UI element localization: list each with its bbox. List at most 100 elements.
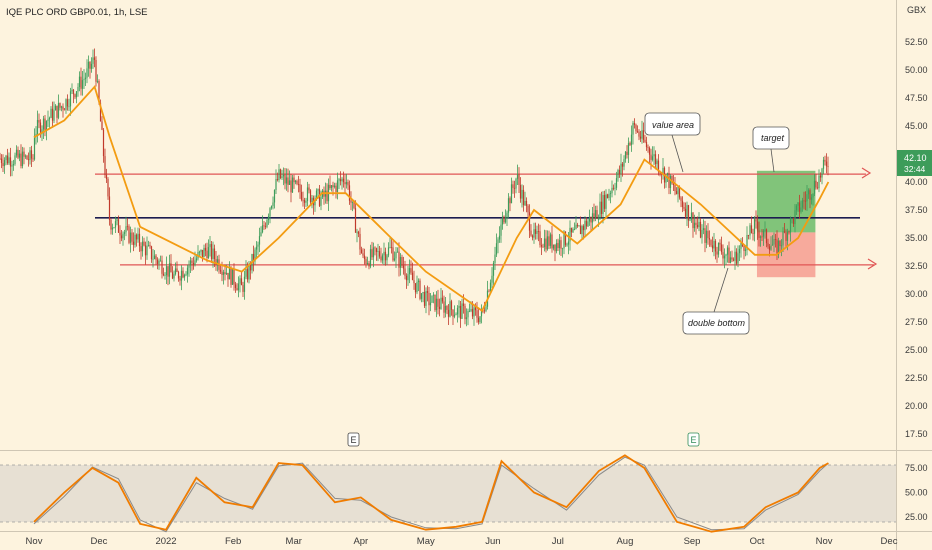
time-axis-label: Dec <box>90 536 107 547</box>
candle-body <box>680 197 682 201</box>
candle-body <box>747 235 750 236</box>
candle-body <box>765 229 768 244</box>
candle-body <box>329 184 331 188</box>
candle-body <box>687 205 690 221</box>
candle-body <box>740 243 742 249</box>
candle-body <box>66 99 69 107</box>
candle-body <box>371 249 373 258</box>
candle-body <box>479 316 481 323</box>
candle-body <box>36 119 39 134</box>
candle-body <box>387 247 390 256</box>
candle-body <box>44 118 46 131</box>
target-callout-pointer <box>770 148 775 173</box>
earnings-marker[interactable]: E <box>687 432 700 447</box>
candle-body <box>344 182 346 185</box>
candle-body <box>263 225 265 227</box>
candle-body <box>665 174 667 183</box>
candle-body <box>209 244 211 248</box>
candle-body <box>282 174 285 177</box>
candle-body <box>815 180 817 188</box>
candle-body <box>239 278 241 284</box>
candle-body <box>668 173 670 189</box>
candle-body <box>171 272 174 279</box>
candle-body <box>396 251 399 253</box>
candle-body <box>693 222 696 229</box>
candle-body <box>278 169 280 181</box>
candle-body <box>722 252 724 259</box>
time-axis-label: Apr <box>353 536 368 547</box>
candle-body <box>449 301 451 317</box>
candle-body <box>530 230 532 236</box>
candle-body <box>212 248 214 259</box>
time-axis-label: May <box>417 536 435 547</box>
candle-body <box>252 253 255 262</box>
candle-body <box>524 200 526 206</box>
candle-body <box>386 255 388 261</box>
candle-body <box>299 184 301 193</box>
double-bottom-callout[interactable]: double bottom <box>682 267 750 335</box>
price-tick-label: 32.50 <box>905 261 928 271</box>
candle-body <box>363 255 366 260</box>
candle-body <box>315 190 318 200</box>
candle-body <box>458 305 460 308</box>
candle-body <box>804 200 807 202</box>
candle-body <box>689 219 691 221</box>
candle-body <box>657 160 660 173</box>
candle-body <box>648 147 651 155</box>
candle-body <box>357 231 360 234</box>
candle-body <box>594 210 597 218</box>
candle-body <box>591 213 594 223</box>
time-axis-label: Oct <box>750 536 765 547</box>
candle-body <box>440 297 442 309</box>
earnings-marker-box <box>687 432 700 447</box>
candle-body <box>78 76 81 87</box>
price-tick-label: 20.00 <box>905 401 928 411</box>
candle-body <box>113 227 115 229</box>
candle-body <box>639 136 642 139</box>
candle-body <box>267 216 270 221</box>
candle-body <box>419 280 421 299</box>
candle-body <box>605 194 607 209</box>
candle-body <box>501 216 504 225</box>
candle-body <box>794 210 796 225</box>
candle-body <box>611 187 613 194</box>
candle-body <box>333 185 336 187</box>
candle-body <box>576 224 579 227</box>
candle-body <box>60 106 63 108</box>
oscillator-axis[interactable]: 75.00 50.00 25.00 <box>905 463 928 522</box>
candle-body <box>806 194 808 202</box>
target-callout[interactable]: target <box>752 126 790 173</box>
price-tick-label: 37.50 <box>905 205 928 215</box>
candle-body <box>195 258 198 261</box>
candle-body <box>671 176 673 184</box>
candle-body <box>674 185 676 192</box>
candle-body <box>425 291 427 306</box>
candle-body <box>713 240 715 249</box>
value-area-callout[interactable]: value area <box>644 112 701 173</box>
candle-body <box>735 251 738 264</box>
candle-body <box>153 255 156 259</box>
candle-body <box>600 201 603 214</box>
candle-body <box>173 274 175 279</box>
price-tick-label: 52.50 <box>905 37 928 47</box>
candle-body <box>81 80 84 89</box>
candle-body <box>35 133 37 136</box>
candle-body <box>612 187 615 189</box>
price-axis[interactable]: GBX 52.50 50.00 47.50 45.00 40.00 37.50 35.00 3… <box>905 5 928 439</box>
candle-body <box>2 163 4 167</box>
candle-body <box>711 245 714 249</box>
earnings-marker[interactable]: E <box>347 432 360 447</box>
candle-body <box>620 163 622 174</box>
time-axis[interactable]: Nov Dec 2022 Feb Mar Apr May Jun Jul Aug Sep Oct Nov… <box>26 536 898 547</box>
price-pane[interactable] <box>0 0 896 450</box>
candle-body <box>807 190 810 195</box>
candle-body <box>525 200 528 206</box>
candle-body <box>165 266 168 276</box>
candle-body <box>599 201 601 219</box>
candle-body <box>465 317 468 320</box>
candle-body <box>726 247 729 255</box>
candle-body <box>87 61 90 69</box>
candle-body <box>29 150 31 161</box>
candle-body <box>243 276 246 292</box>
